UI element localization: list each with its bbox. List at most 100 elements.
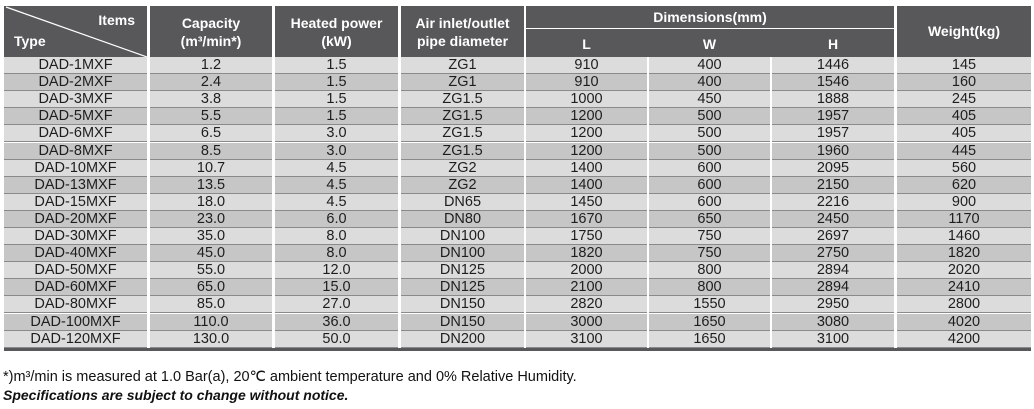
cell-height: 2750 — [772, 245, 894, 263]
cell-height: 1546 — [772, 74, 894, 92]
footnote-disclaimer: Specifications are subject to change wit… — [3, 387, 349, 403]
header-pipe-line2: pipe diameter — [416, 33, 509, 49]
cell-weight: 405 — [897, 125, 1031, 143]
header-heated-line1: Heated power — [290, 15, 383, 31]
cell-pipe-diameter: DN65 — [401, 193, 524, 211]
cell-capacity: 1.2 — [150, 57, 272, 75]
cell-type: DAD-2MXF — [4, 74, 147, 92]
header-type-label: Type — [14, 33, 46, 49]
cell-heated-power: 8.0 — [275, 245, 398, 263]
cell-pipe-diameter: DN100 — [401, 228, 524, 246]
cell-heated-power: 4.5 — [275, 159, 398, 177]
cell-width: 400 — [649, 57, 770, 75]
cell-length: 910 — [526, 74, 647, 92]
cell-capacity: 18.0 — [150, 193, 272, 211]
table-row: DAD-1MXF 1.2 1.5 ZG1 910 400 1446 145 — [4, 57, 1031, 75]
cell-weight: 900 — [897, 193, 1031, 211]
cell-width: 750 — [649, 245, 770, 263]
table-row: DAD-40MXF 45.0 8.0 DN100 1820 750 2750 1820 — [4, 245, 1031, 263]
cell-length: 1200 — [526, 142, 647, 160]
cell-heated-power: 12.0 — [275, 262, 398, 280]
cell-width: 450 — [649, 91, 770, 109]
cell-width: 1650 — [649, 313, 770, 331]
cell-capacity: 35.0 — [150, 228, 272, 246]
cell-pipe-diameter: ZG1.5 — [401, 142, 524, 160]
cell-pipe-diameter: DN200 — [401, 330, 524, 348]
cell-type: DAD-100MXF — [4, 313, 147, 331]
cell-capacity: 23.0 — [150, 210, 272, 228]
cell-weight: 1460 — [897, 228, 1031, 246]
cell-height: 1957 — [772, 125, 894, 143]
cell-width: 500 — [649, 108, 770, 126]
cell-height: 1446 — [772, 57, 894, 75]
cell-height: 2950 — [772, 296, 894, 314]
cell-pipe-diameter: DN150 — [401, 313, 524, 331]
header-weight-label: Weight(kg) — [927, 23, 1001, 39]
cell-capacity: 5.5 — [150, 108, 272, 126]
table-row: DAD-80MXF 85.0 27.0 DN150 2820 1550 2950 2800 — [4, 296, 1031, 314]
footnote-measurement: *)m³/min is measured at 1.0 Bar(a), 20℃ … — [3, 369, 577, 385]
cell-weight: 4200 — [897, 330, 1031, 348]
cell-weight: 405 — [897, 108, 1031, 126]
cell-heated-power: 1.5 — [275, 108, 398, 126]
table-row: DAD-20MXF 23.0 6.0 DN80 1670 650 2450 1170 — [4, 210, 1031, 228]
cell-pipe-diameter: DN125 — [401, 262, 524, 280]
cell-height: 1960 — [772, 142, 894, 160]
table-row: DAD-100MXF 110.0 36.0 DN150 3000 1650 3080 4020 — [4, 313, 1031, 331]
cell-capacity: 55.0 — [150, 262, 272, 280]
cell-heated-power: 6.0 — [275, 210, 398, 228]
header-l-label: L — [582, 36, 591, 52]
header-dim-h: H — [772, 29, 894, 57]
cell-capacity: 8.5 — [150, 142, 272, 160]
cell-type: DAD-10MXF — [4, 159, 147, 177]
cell-height: 3080 — [772, 313, 894, 331]
cell-width: 500 — [649, 142, 770, 160]
cell-pipe-diameter: DN80 — [401, 210, 524, 228]
cell-width: 400 — [649, 74, 770, 92]
cell-type: DAD-3MXF — [4, 91, 147, 109]
table-row: DAD-30MXF 35.0 8.0 DN100 1750 750 2697 1460 — [4, 228, 1031, 246]
cell-length: 1200 — [526, 125, 647, 143]
cell-weight: 445 — [897, 142, 1031, 160]
table-row: DAD-8MXF 8.5 3.0 ZG1.5 1200 500 1960 445 — [4, 142, 1031, 160]
cell-length: 1750 — [526, 228, 647, 246]
cell-height: 2894 — [772, 262, 894, 280]
cell-pipe-diameter: ZG1.5 — [401, 125, 524, 143]
cell-type: DAD-20MXF — [4, 210, 147, 228]
cell-capacity: 3.8 — [150, 91, 272, 109]
header-dimensions-label: Dimensions(mm) — [653, 9, 767, 25]
cell-capacity: 130.0 — [150, 330, 272, 348]
cell-pipe-diameter: ZG2 — [401, 176, 524, 194]
cell-height: 2095 — [772, 159, 894, 177]
header-type-items: Items Type — [4, 6, 147, 57]
cell-heated-power: 1.5 — [275, 91, 398, 109]
cell-length: 1400 — [526, 159, 647, 177]
cell-type: DAD-15MXF — [4, 193, 147, 211]
cell-width: 600 — [649, 193, 770, 211]
table-row: DAD-10MXF 10.7 4.5 ZG2 1400 600 2095 560 — [4, 159, 1031, 177]
table-row: DAD-5MXF 5.5 1.5 ZG1.5 1200 500 1957 405 — [4, 108, 1031, 126]
header-h-label: H — [827, 36, 839, 52]
cell-type: DAD-120MXF — [4, 330, 147, 348]
header-w-label: W — [702, 36, 717, 52]
cell-type: DAD-80MXF — [4, 296, 147, 314]
cell-length: 1450 — [526, 193, 647, 211]
header-heated-line2: (kW) — [321, 33, 352, 49]
cell-type: DAD-50MXF — [4, 262, 147, 280]
cell-length: 1200 — [526, 108, 647, 126]
table-row: DAD-15MXF 18.0 4.5 DN65 1450 600 2216 900 — [4, 193, 1031, 211]
cell-width: 1550 — [649, 296, 770, 314]
table-row: DAD-13MXF 13.5 4.5 ZG2 1400 600 2150 620 — [4, 176, 1031, 194]
cell-length: 2100 — [526, 279, 647, 297]
cell-width: 800 — [649, 262, 770, 280]
cell-type: DAD-13MXF — [4, 176, 147, 194]
cell-heated-power: 27.0 — [275, 296, 398, 314]
cell-length: 3000 — [526, 313, 647, 331]
cell-pipe-diameter: ZG1.5 — [401, 108, 524, 126]
cell-height: 2450 — [772, 210, 894, 228]
cell-height: 2150 — [772, 176, 894, 194]
cell-height: 1888 — [772, 91, 894, 109]
header-pipe-line1: Air inlet/outlet — [415, 15, 510, 31]
cell-height: 2216 — [772, 193, 894, 211]
cell-type: DAD-40MXF — [4, 245, 147, 263]
